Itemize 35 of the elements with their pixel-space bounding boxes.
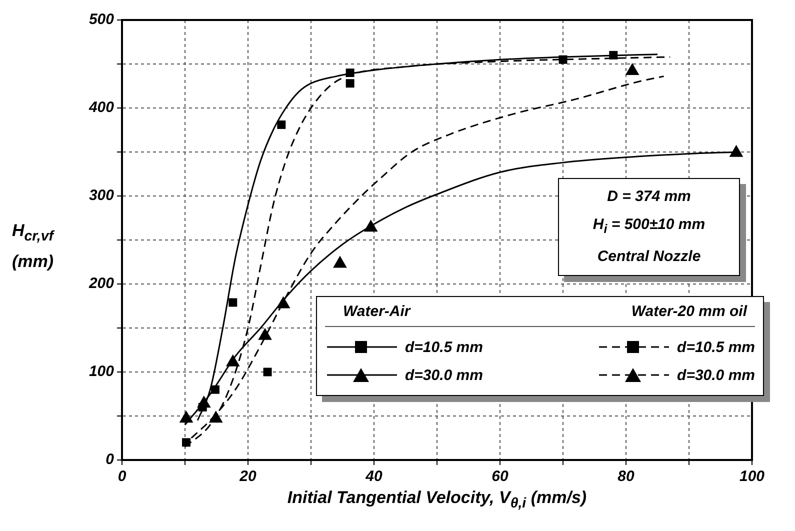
annotation: Water-20 mm oil: [631, 303, 747, 320]
point: [179, 410, 194, 423]
y-tick-label: 500: [88, 11, 115, 28]
x-tick-label: 80: [618, 468, 635, 486]
legend-label: d=30.0 mm: [405, 366, 483, 384]
point: [625, 63, 640, 76]
point: [276, 296, 290, 308]
point: [364, 220, 378, 232]
y-tick-label: 300: [88, 187, 115, 204]
point: [729, 144, 744, 157]
annotation: H$_{i}$ = 500±10 mm: [592, 215, 706, 238]
x-tick-label: 0: [118, 468, 127, 486]
legend-label: d=10.5 mm: [405, 338, 483, 356]
point: [333, 256, 347, 268]
annotation: D = 374 mm: [606, 187, 692, 207]
y-tick-label: 400: [88, 99, 115, 116]
point: [346, 79, 354, 88]
x-tick-label: 20: [238, 468, 257, 486]
legend-label: d=30.0 mm: [677, 366, 755, 384]
point: [346, 68, 354, 78]
y-tick-label: 100: [88, 363, 115, 380]
x-tick-label: 60: [492, 468, 509, 486]
point: [558, 55, 568, 64]
point: [226, 354, 240, 366]
point: [258, 328, 272, 340]
y-tick-label: 200: [88, 275, 115, 292]
x-axis-title: Initial Tangential Velocity, V$_{θ,i}$ (mm/s): [286, 488, 588, 512]
y-axis-title: H$_{cr,vf}$ (mm): [12, 220, 56, 274]
y-tick-label: 0: [106, 451, 115, 468]
annotation: Central Nozzle: [596, 247, 702, 267]
point: [277, 120, 286, 129]
x-tick-label: 100: [739, 468, 766, 486]
x-tick-label: 40: [364, 468, 383, 486]
annotation: Water-Air: [343, 303, 410, 320]
legend-label: d=10.5 mm: [677, 338, 755, 356]
